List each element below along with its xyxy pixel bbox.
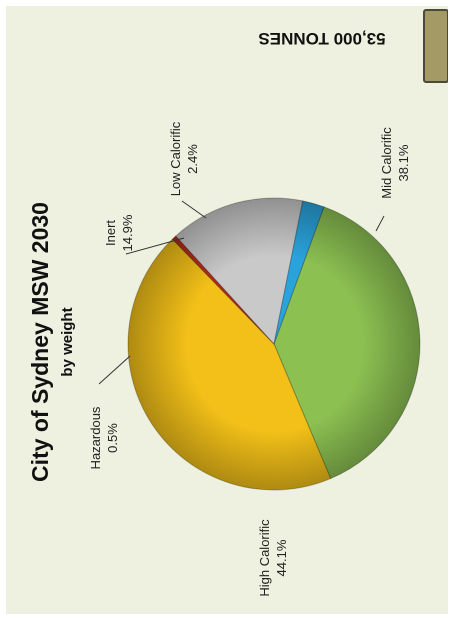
leader-line (375, 215, 385, 232)
legend-swatch (423, 9, 448, 83)
pie-chart: City of Sydney MSW 2030 by weight 53,000… (27, 9, 448, 597)
slice-name: Inert (103, 220, 118, 246)
slice-label-hazardous: Hazardous 0.5% (88, 406, 120, 469)
leader-line (125, 237, 185, 255)
total-tonnes-label: 53,000 TONNES (258, 29, 385, 48)
slice-label-inert: Inert 14.9% (103, 214, 135, 251)
slice-percent: 38.1% (396, 144, 411, 181)
slice-label-low-calorific: Low Calorific 2.4% (168, 121, 200, 196)
slice-percent: 14.9% (120, 214, 135, 251)
chart-title: City of Sydney MSW 2030 (27, 202, 53, 482)
slice-percent: 2.4% (185, 144, 200, 174)
slice-name: Hazardous (88, 406, 103, 469)
slice-name: Low Calorific (168, 121, 183, 196)
slice-percent: 44.1% (274, 539, 289, 576)
slice-label-high-calorific: High Calorific 44.1% (257, 519, 289, 597)
chart-subtitle: by weight (59, 307, 76, 376)
leader-line (98, 355, 131, 385)
leader-line (181, 200, 207, 219)
slice-percent: 0.5% (105, 423, 120, 453)
slice-label-mid-calorific: Mid Calorific 38.1% (379, 127, 411, 199)
slice-name: Mid Calorific (379, 127, 394, 199)
slice-name: High Calorific (257, 519, 272, 597)
chart-panel: City of Sydney MSW 2030 by weight 53,000… (6, 6, 448, 614)
